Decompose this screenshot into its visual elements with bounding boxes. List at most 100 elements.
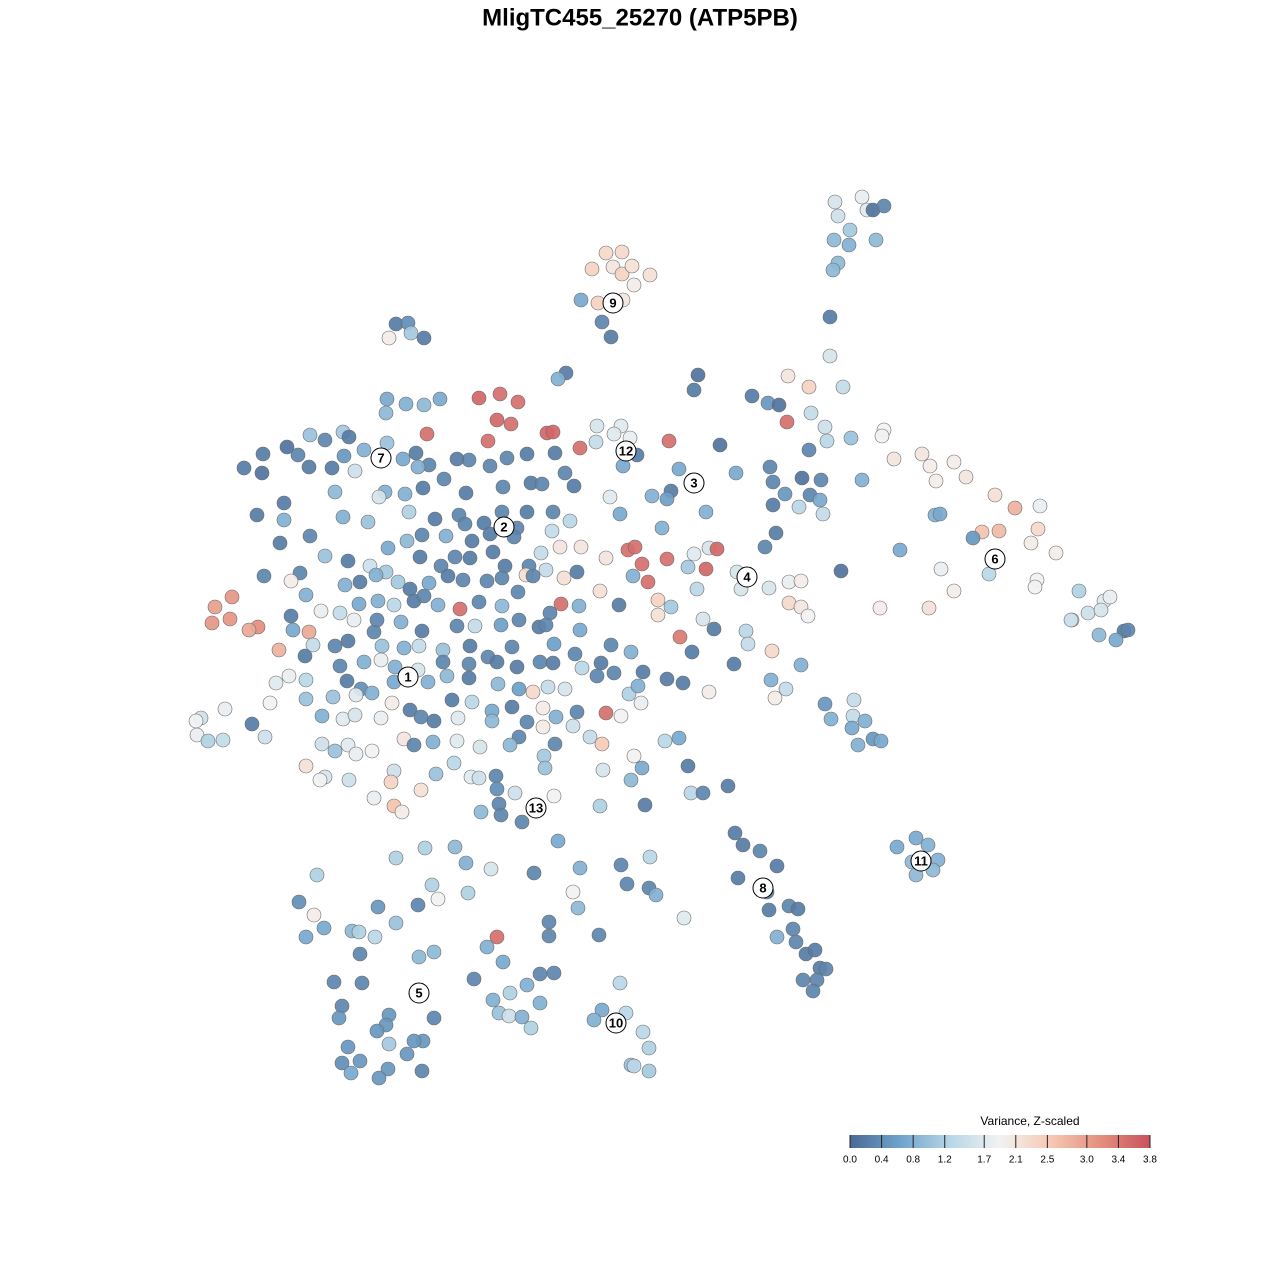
- colorbar-tick-label: 0.4: [875, 1155, 889, 1166]
- point: [676, 910, 692, 926]
- point: [285, 622, 301, 638]
- point: [557, 681, 573, 697]
- point: [373, 652, 389, 668]
- point: [525, 568, 541, 584]
- point: [460, 885, 476, 901]
- point: [603, 329, 619, 345]
- point: [592, 798, 608, 814]
- point: [614, 244, 630, 260]
- point: [301, 624, 317, 640]
- point: [675, 675, 691, 691]
- point: [401, 504, 417, 520]
- point: [730, 870, 746, 886]
- point: [462, 550, 478, 566]
- colorbar-bar: [850, 1135, 1150, 1148]
- point: [464, 694, 480, 710]
- point: [874, 428, 890, 444]
- point: [813, 472, 829, 488]
- point: [582, 729, 598, 745]
- point: [507, 785, 523, 801]
- point: [327, 638, 343, 654]
- point: [795, 972, 811, 988]
- point: [793, 657, 809, 673]
- point: [370, 899, 386, 915]
- point: [659, 491, 675, 507]
- point: [835, 379, 851, 395]
- point: [503, 416, 519, 432]
- cluster-label-badge: [525, 797, 547, 819]
- point: [671, 730, 687, 746]
- point: [440, 568, 456, 584]
- point: [547, 445, 563, 461]
- cluster-label: 6: [991, 551, 998, 566]
- point: [857, 713, 873, 729]
- point: [417, 840, 433, 856]
- point: [817, 419, 833, 435]
- point: [612, 506, 628, 522]
- point: [553, 596, 569, 612]
- point: [695, 611, 711, 627]
- point: [991, 523, 1007, 539]
- point: [484, 713, 500, 729]
- point: [368, 567, 384, 583]
- point: [255, 446, 271, 462]
- point: [672, 629, 688, 645]
- point: [546, 965, 562, 981]
- point: [435, 654, 451, 670]
- point: [765, 497, 781, 513]
- point: [641, 1040, 657, 1056]
- point: [650, 607, 666, 623]
- cluster-label-badge: [493, 516, 515, 538]
- cluster-label-badge: [397, 666, 419, 688]
- point: [334, 998, 350, 1014]
- point: [509, 659, 525, 675]
- point: [594, 1002, 610, 1018]
- point: [364, 685, 380, 701]
- point: [547, 736, 563, 752]
- point: [1093, 602, 1109, 618]
- point: [689, 581, 705, 597]
- point: [490, 676, 506, 692]
- point: [946, 583, 962, 599]
- point: [825, 262, 841, 278]
- point: [249, 507, 265, 523]
- colorbar: Variance, Z-scaled 0.0 0.4 0.8 1.2 1.7 2.1 2.5…: [843, 1114, 1157, 1165]
- point: [493, 617, 509, 633]
- point: [272, 535, 288, 551]
- point: [640, 574, 656, 590]
- point: [302, 427, 318, 443]
- point: [502, 985, 518, 1001]
- point: [380, 540, 396, 556]
- point: [447, 839, 463, 855]
- point: [569, 704, 585, 720]
- point: [584, 261, 600, 277]
- point: [373, 710, 389, 726]
- point: [843, 430, 859, 446]
- point: [684, 644, 700, 660]
- point: [438, 528, 454, 544]
- point: [316, 920, 332, 936]
- cluster-label-badge: [910, 850, 932, 872]
- point: [485, 544, 501, 560]
- point: [381, 1036, 397, 1052]
- point: [854, 472, 870, 488]
- point: [414, 623, 430, 639]
- point: [244, 716, 260, 732]
- cluster-label-badge: [605, 1012, 627, 1034]
- point: [458, 855, 474, 871]
- point: [399, 1046, 415, 1062]
- point: [958, 469, 974, 485]
- point: [410, 897, 426, 913]
- point: [305, 637, 321, 653]
- point: [706, 621, 722, 637]
- point: [449, 451, 465, 467]
- point: [817, 696, 833, 712]
- point: [594, 736, 610, 752]
- point: [386, 597, 402, 613]
- point: [379, 391, 395, 407]
- point: [421, 575, 437, 591]
- point: [1048, 545, 1064, 561]
- point: [908, 830, 924, 846]
- point: [815, 506, 831, 522]
- point: [557, 465, 573, 481]
